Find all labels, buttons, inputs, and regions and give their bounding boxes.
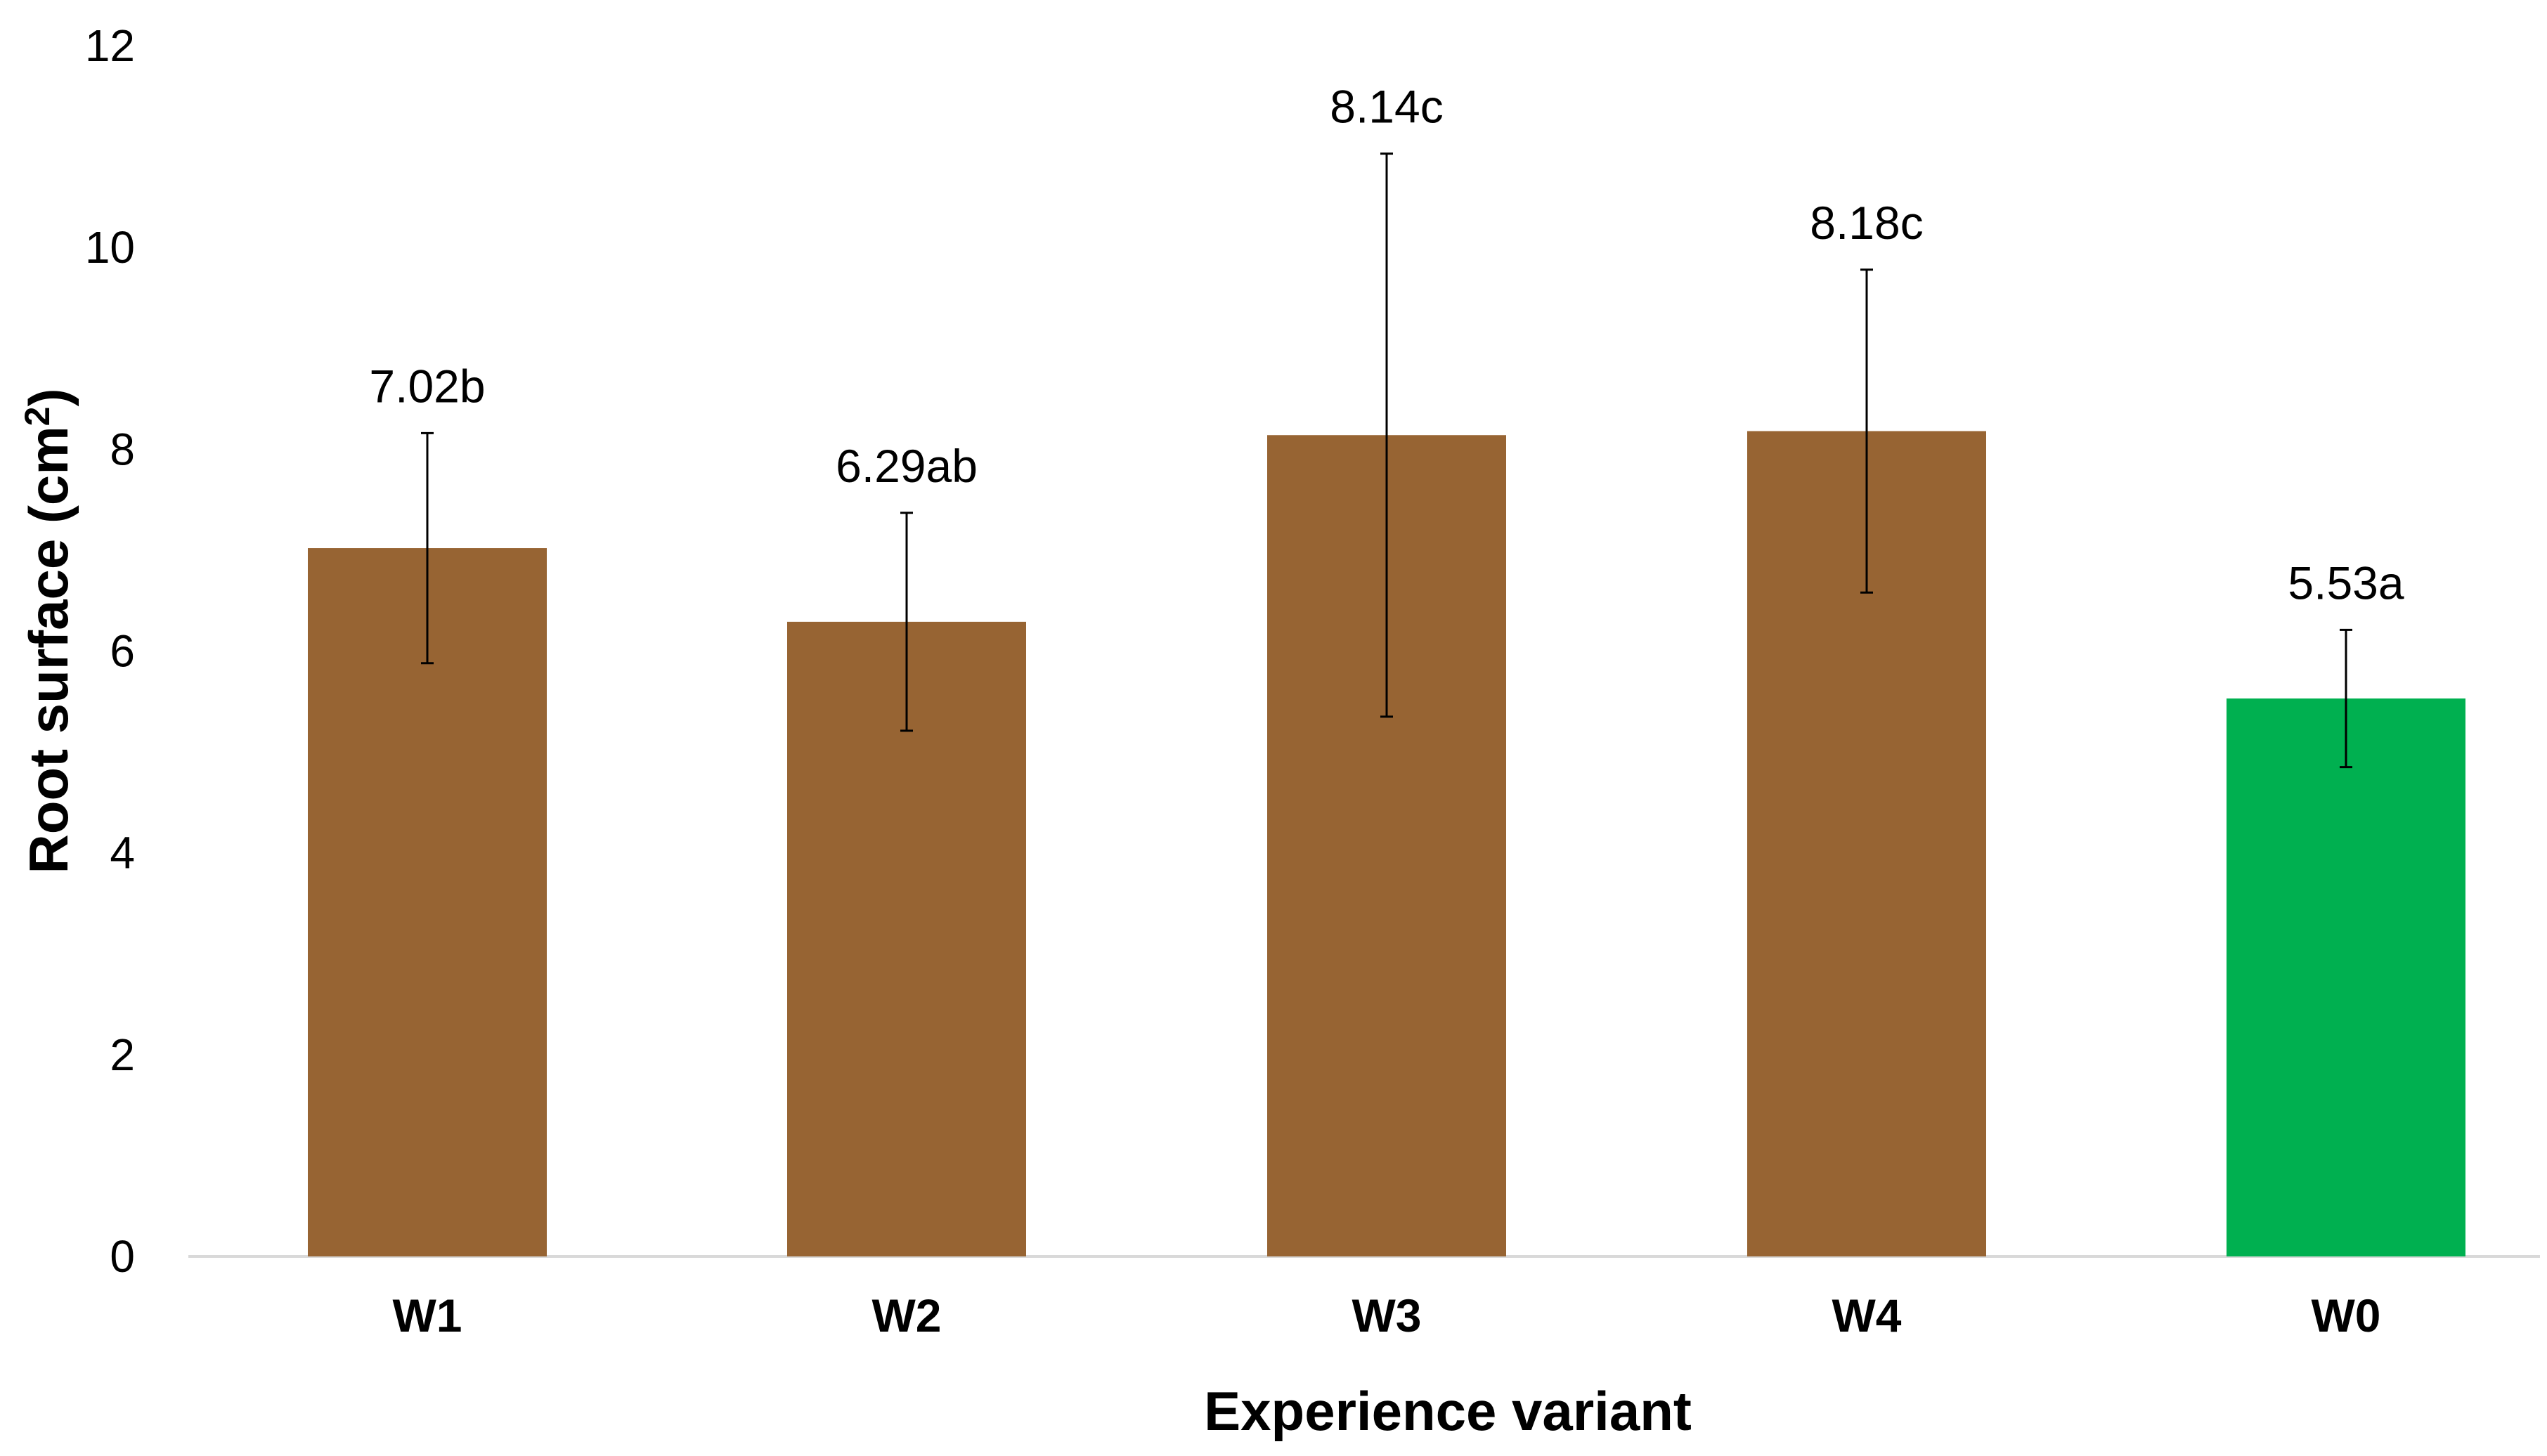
data-label-w4: 8.18c	[1810, 197, 1923, 249]
error-bar-w4	[1860, 268, 1873, 594]
y-tick-label: 4	[110, 828, 135, 878]
x-tick-label-w0: W0	[2312, 1289, 2381, 1341]
y-axis-title-main: Root surface (cm	[18, 426, 79, 873]
y-tick-label: 0	[110, 1231, 135, 1282]
error-bars-group	[421, 152, 2352, 769]
data-label-w3: 8.14c	[1330, 81, 1443, 133]
x-tick-label-w2: W2	[872, 1289, 942, 1341]
bar-w0	[2227, 698, 2465, 1256]
y-axis-title: Root surface (cm2)	[18, 389, 79, 874]
y-tick-label: 6	[110, 626, 135, 677]
y-tick-label: 12	[85, 20, 135, 71]
bar-w1	[308, 548, 547, 1256]
x-tick-label-w1: W1	[393, 1289, 462, 1341]
y-tick-label: 2	[110, 1029, 135, 1080]
data-label-w1: 7.02b	[369, 360, 485, 412]
error-bar-w3	[1380, 152, 1393, 718]
x-axis-categories: W1 W2 W3 W4 W0	[393, 1289, 2381, 1341]
data-labels-group: 7.02b 6.29ab 8.14c 8.18c 5.53a	[369, 81, 2404, 609]
y-tick-label: 8	[110, 424, 135, 474]
x-tick-label-w3: W3	[1352, 1289, 1422, 1341]
y-axis-title-superscript: 2	[18, 407, 57, 427]
y-axis-ticks: 0 2 4 6 8 10 12	[85, 20, 135, 1282]
x-tick-label-w4: W4	[1832, 1289, 1902, 1341]
y-tick-label: 10	[85, 222, 135, 273]
data-label-w0: 5.53a	[2288, 557, 2404, 609]
error-bar-w2	[900, 512, 913, 732]
error-bar-w1	[421, 431, 434, 665]
error-bar-w0	[2340, 628, 2352, 769]
x-axis-title: Experience variant	[1204, 1380, 1692, 1442]
data-label-w2: 6.29ab	[836, 440, 978, 492]
y-axis-title-suffix: )	[18, 389, 79, 407]
